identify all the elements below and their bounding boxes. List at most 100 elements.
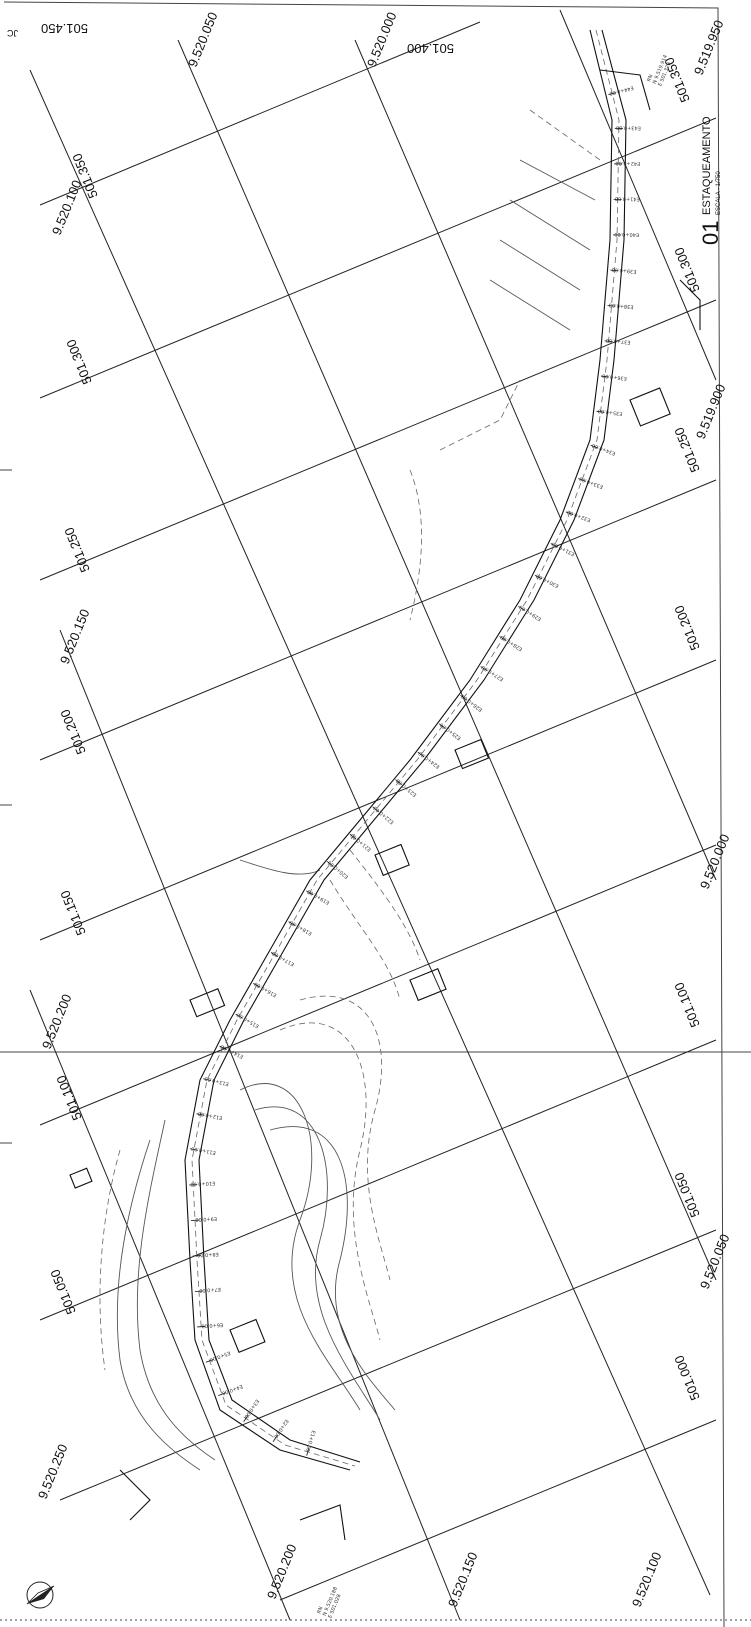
station-label: E13+0.00	[204, 1075, 230, 1087]
station-label: E12+0.00	[197, 1110, 223, 1120]
grid-label: 501.200	[671, 603, 703, 652]
station-tick	[235, 1013, 243, 1019]
building	[374, 843, 410, 877]
contour-line	[299, 995, 391, 1281]
station-tick	[253, 983, 261, 988]
grid-label: 501.250	[61, 525, 93, 574]
grid-label: 501.200	[57, 707, 89, 756]
contour-line	[116, 1139, 201, 1471]
grid-easting-lines	[39, 21, 717, 1601]
station-tick	[565, 511, 574, 515]
station-label: E5+0.00	[209, 1349, 231, 1362]
station-label: E40+0.00	[614, 231, 639, 237]
contour-line	[279, 1022, 381, 1341]
contour-line	[489, 279, 571, 331]
station-tick	[590, 444, 599, 449]
station-tick	[219, 1045, 227, 1051]
road-edge-left	[184, 29, 613, 1471]
grid-line	[39, 299, 717, 581]
station-label: E9+0.00	[195, 1215, 217, 1222]
station-tick	[480, 666, 488, 672]
station-tick	[550, 543, 559, 548]
station-label: E43+0.00	[616, 124, 641, 130]
station-label: E6+0.00	[201, 1321, 223, 1328]
station-tick	[205, 1359, 214, 1363]
corner-mark: JC	[7, 28, 19, 38]
contour-line	[239, 859, 321, 875]
grid-line	[59, 1229, 717, 1501]
road-centerline	[191, 29, 620, 1467]
station-tick	[349, 833, 357, 840]
station-tick	[372, 806, 380, 813]
building	[69, 1167, 93, 1189]
station-tick	[189, 1148, 198, 1151]
contour-line	[439, 379, 521, 451]
contour-line	[509, 199, 591, 251]
grid-line	[39, 21, 481, 206]
station-label: E35+0.00	[597, 407, 622, 416]
contour-lines	[99, 109, 601, 1471]
sheet-border	[3, 1, 725, 1627]
grid-label: 9.520.100	[629, 1550, 665, 1609]
grid-label: 9.520.050	[185, 10, 221, 69]
station-label: E8+0.00	[197, 1251, 219, 1258]
station-label: E36+0.00	[602, 372, 627, 381]
grid-line	[39, 1039, 717, 1321]
grid-line	[29, 69, 711, 1596]
station-tick	[534, 574, 543, 580]
station-tick	[608, 92, 617, 96]
building	[629, 387, 671, 427]
road-alignment	[184, 29, 627, 1471]
grid-northing-lines	[29, 9, 717, 1621]
grid-line	[177, 39, 717, 1281]
grid-label: 9.520.000	[697, 832, 733, 891]
grid-label: 9.520.200	[39, 992, 75, 1051]
station-tick	[460, 695, 468, 701]
station-tick	[272, 1434, 278, 1442]
station-tick	[438, 723, 446, 729]
lot-outline	[299, 1504, 346, 1541]
station-label: E34+0.00	[591, 442, 616, 456]
contour-line	[239, 1083, 361, 1411]
grid-label: 9.520.000	[364, 10, 400, 69]
station-label: E10+0.00	[190, 1180, 215, 1187]
grid-line	[354, 39, 717, 881]
easting-labels: 501.450 501.400 501.350 501.300 501.250 …	[41, 21, 454, 1316]
station-tick	[518, 605, 526, 611]
grid-line	[39, 844, 717, 1126]
grid-line	[29, 989, 291, 1621]
contour-line	[269, 1126, 396, 1411]
station-tick	[306, 1447, 310, 1456]
drawing-scale: ESCALA - 1/750	[716, 171, 722, 215]
contour-line	[99, 1149, 121, 1371]
grid-label: 9.520.150	[445, 1550, 481, 1609]
benchmark-bottom: RN N 9.520.188 E 501.028	[316, 1586, 342, 1619]
station-label: E11+0.00	[191, 1145, 217, 1155]
title-block: 01 ESTAQUEAMENTO ESCALA - 1/750	[698, 116, 723, 245]
station-label: E1+0.00	[304, 1430, 316, 1452]
contour-line	[519, 159, 596, 201]
building	[409, 968, 447, 1002]
station-tick	[417, 751, 425, 758]
station-tick	[270, 952, 279, 957]
station-label: E2+0.00	[272, 1418, 289, 1439]
northing-labels: 9.520.050 9.520.000 9.519.950 9.519.900 …	[35, 10, 733, 1609]
station-label: E7+0.00	[199, 1286, 221, 1293]
grid-label: 501.100	[53, 1073, 85, 1122]
contour-line	[254, 1106, 381, 1421]
grid-label: 501.000	[671, 1353, 703, 1402]
station-label: E39+0.00	[611, 266, 636, 274]
grid-label: 9.520.100	[49, 178, 85, 237]
contour-line	[349, 849, 421, 961]
grid-line	[59, 629, 461, 1621]
station-label: E33+0.00	[579, 475, 604, 489]
station-label: E4+0.00	[221, 1383, 243, 1396]
station-tick	[203, 1078, 212, 1081]
station-tick	[499, 636, 507, 642]
grid-label: 501.150	[57, 888, 89, 937]
grid-label: 501.300	[63, 337, 95, 386]
station-tick	[600, 375, 609, 378]
drawing-number: 01	[698, 221, 723, 245]
station-tick	[306, 890, 314, 896]
building	[454, 738, 490, 770]
